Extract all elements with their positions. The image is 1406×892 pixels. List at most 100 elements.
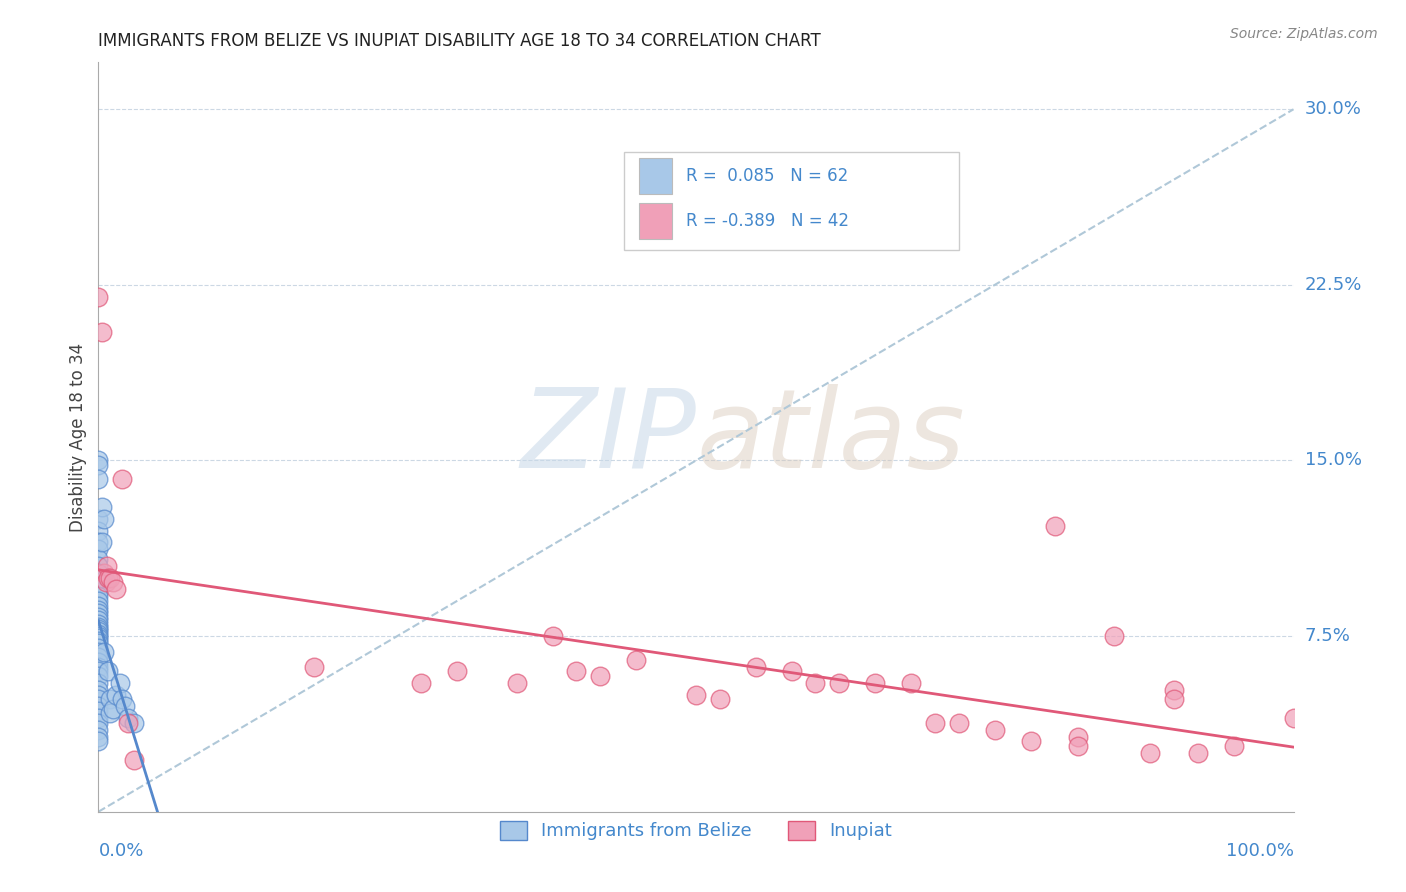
Point — [87, 688, 110, 702]
Text: 15.0%: 15.0% — [1305, 451, 1361, 469]
Point — [709, 692, 731, 706]
Point — [97, 571, 120, 585]
Point — [87, 624, 110, 639]
Point — [117, 711, 139, 725]
Point — [114, 699, 136, 714]
Point — [87, 711, 110, 725]
Point — [91, 571, 114, 585]
Point — [1163, 683, 1185, 698]
Point — [93, 646, 115, 660]
Point — [865, 676, 887, 690]
Point — [685, 688, 707, 702]
Point — [124, 715, 146, 730]
Point — [105, 688, 128, 702]
FancyBboxPatch shape — [638, 203, 672, 239]
Point — [411, 676, 433, 690]
Point — [87, 629, 110, 643]
Point — [94, 575, 117, 590]
Point — [87, 542, 110, 557]
Text: Source: ZipAtlas.com: Source: ZipAtlas.com — [1230, 27, 1378, 41]
Text: R =  0.085   N = 62: R = 0.085 N = 62 — [686, 168, 849, 186]
Point — [87, 655, 110, 669]
Point — [101, 701, 124, 715]
Point — [626, 652, 648, 666]
Point — [1104, 629, 1126, 643]
Text: atlas: atlas — [696, 384, 965, 491]
Point — [87, 551, 110, 566]
Text: 7.5%: 7.5% — [1305, 627, 1351, 645]
Point — [87, 594, 110, 608]
Point — [828, 676, 851, 690]
Point — [446, 664, 468, 679]
Point — [87, 636, 110, 650]
Point — [1043, 519, 1066, 533]
Point — [948, 715, 970, 730]
Point — [1163, 692, 1185, 706]
Point — [1019, 734, 1042, 748]
Point — [87, 646, 110, 660]
Point — [117, 715, 139, 730]
Point — [87, 723, 110, 737]
Point — [87, 524, 110, 538]
FancyBboxPatch shape — [638, 159, 672, 194]
Point — [87, 617, 110, 632]
Point — [745, 659, 768, 673]
Point — [589, 669, 612, 683]
Text: 22.5%: 22.5% — [1305, 276, 1362, 293]
FancyBboxPatch shape — [624, 153, 959, 250]
Text: 100.0%: 100.0% — [1226, 842, 1294, 860]
Point — [87, 659, 110, 673]
Point — [124, 753, 146, 767]
Point — [87, 669, 110, 683]
Point — [1223, 739, 1246, 753]
Point — [87, 558, 110, 573]
Point — [87, 613, 110, 627]
Point — [87, 622, 110, 636]
Point — [565, 664, 588, 679]
Point — [1187, 746, 1209, 760]
Point — [111, 472, 134, 486]
Y-axis label: Disability Age 18 to 34: Disability Age 18 to 34 — [69, 343, 87, 532]
Point — [87, 289, 110, 303]
Point — [108, 676, 131, 690]
Point — [87, 472, 110, 486]
Point — [93, 566, 115, 580]
Point — [98, 692, 122, 706]
Point — [87, 676, 110, 690]
Point — [87, 730, 110, 744]
Point — [924, 715, 946, 730]
Point — [87, 640, 110, 655]
Text: ZIP: ZIP — [520, 384, 696, 491]
Point — [87, 692, 110, 706]
Point — [87, 620, 110, 634]
Point — [87, 632, 110, 646]
Point — [87, 575, 110, 590]
Point — [1139, 746, 1161, 760]
Point — [97, 664, 120, 679]
Point — [541, 629, 564, 643]
Point — [87, 683, 110, 698]
Point — [87, 603, 110, 617]
Point — [87, 453, 110, 467]
Point — [93, 512, 115, 526]
Point — [984, 723, 1007, 737]
Point — [1282, 711, 1305, 725]
Point — [1067, 730, 1090, 744]
Point — [87, 584, 110, 599]
Point — [900, 676, 922, 690]
Point — [87, 580, 110, 594]
Point — [87, 626, 110, 640]
Text: R = -0.389   N = 42: R = -0.389 N = 42 — [686, 212, 849, 230]
Point — [91, 535, 114, 549]
Text: 0.0%: 0.0% — [98, 842, 143, 860]
Point — [87, 512, 110, 526]
Text: IMMIGRANTS FROM BELIZE VS INUPIAT DISABILITY AGE 18 TO 34 CORRELATION CHART: IMMIGRANTS FROM BELIZE VS INUPIAT DISABI… — [98, 32, 821, 50]
Point — [101, 575, 124, 590]
Point — [87, 715, 110, 730]
Point — [87, 734, 110, 748]
Point — [98, 571, 122, 585]
Point — [780, 664, 803, 679]
Point — [87, 704, 110, 718]
Point — [98, 706, 122, 721]
Point — [87, 664, 110, 679]
